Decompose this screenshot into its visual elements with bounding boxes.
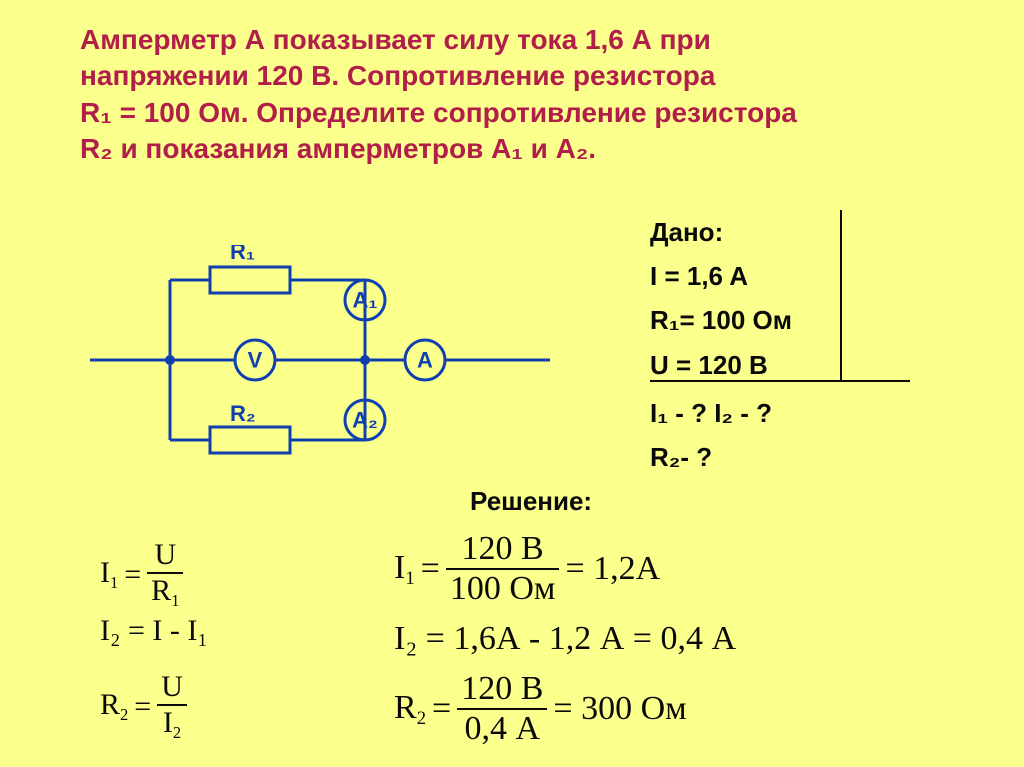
f3-sub: 2 (120, 705, 128, 724)
n3-res: = 300 Ом (553, 690, 686, 728)
f3-top: U (157, 670, 187, 706)
problem-line2: напряжении 120 В. Сопротивление резистор… (80, 60, 715, 91)
formula-I1: I1 = U R1 (100, 538, 183, 611)
diagram-V: V (248, 348, 263, 373)
f1-top: U (147, 538, 183, 574)
n1-bot: 100 Ом (446, 570, 560, 608)
given-l2: R₁= 100 Ом (650, 298, 990, 342)
given-l1: I = 1,6 A (650, 254, 990, 298)
numeric-I2: I₂ = 1,6А - 1,2 А = 0,4 А (394, 620, 736, 658)
given-vline (840, 210, 842, 380)
f1-bot: R (151, 574, 171, 607)
diagram-R1: R₁ (230, 245, 255, 264)
given-hline (650, 380, 910, 382)
f1-sub: 1 (110, 573, 118, 592)
given-title: Дано: (650, 210, 990, 254)
n3-var: R (394, 689, 417, 726)
numeric-I1: I1 = 120 В 100 Ом = 1,2А (394, 530, 660, 608)
formula-R2: R2 = U I2 (100, 670, 187, 743)
circuit-diagram: V А А₁ А₂ R₁ R₂ (80, 245, 560, 475)
n1-res: = 1,2А (565, 550, 660, 588)
given-l5: R₂- ? (650, 435, 990, 479)
numeric-R2: R2 = 120 В 0,4 А = 300 Ом (394, 670, 687, 748)
n3-top: 120 В (457, 670, 547, 710)
f1-var: I (100, 556, 110, 589)
n3-bot: 0,4 А (457, 710, 547, 748)
n1-top: 120 В (446, 530, 560, 570)
solution-label: Решение: (470, 486, 592, 517)
problem-line1: Амперметр А показывает силу тока 1,6 А п… (80, 24, 711, 55)
f3-bot: I (163, 706, 173, 739)
n3-sub: 2 (417, 708, 426, 729)
diagram-R2: R₂ (230, 401, 256, 426)
problem-line4: R₂ и показания амперметров А₁ и А₂. (80, 133, 596, 164)
f3-var: R (100, 688, 120, 721)
n1-var: I (394, 549, 405, 586)
n1-sub: 1 (405, 568, 414, 589)
problem-line3: R₁ = 100 Ом. Определите сопротивление ре… (80, 97, 797, 128)
f3-bot-sub: 2 (173, 723, 181, 742)
problem-statement: Амперметр А показывает силу тока 1,6 А п… (80, 22, 960, 168)
f1-bot-sub: 1 (171, 591, 179, 610)
formula-I2: I₂ = I - I₁ (100, 614, 208, 648)
given-l4: I₁ - ? I₂ - ? (650, 391, 990, 435)
given-block: Дано: I = 1,6 A R₁= 100 Ом U = 120 В I₁ … (650, 210, 990, 479)
diagram-A: А (417, 348, 433, 373)
